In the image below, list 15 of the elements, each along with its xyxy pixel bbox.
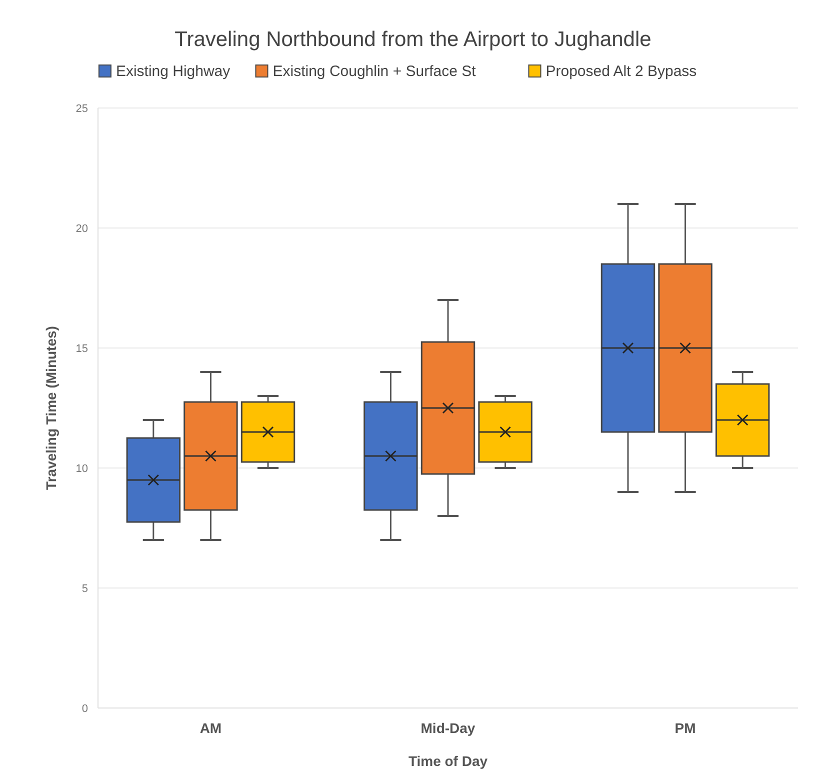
y-tick-label: 10 <box>76 463 88 475</box>
x-tick-label: Mid-Day <box>420 720 476 736</box>
y-tick-label: 15 <box>76 343 88 355</box>
x-tick-label: AM <box>200 720 222 736</box>
x-tick-label: PM <box>674 720 696 736</box>
legend-label: Proposed Alt 2 Bypass <box>546 63 697 80</box>
x-axis-title: Time of Day <box>408 753 488 769</box>
y-tick-label: 5 <box>82 583 88 595</box>
legend-label: Existing Highway <box>116 63 231 80</box>
legend-label: Existing Coughlin + Surface St <box>272 63 477 80</box>
y-tick-label: 25 <box>76 103 88 115</box>
y-axis-title: Traveling Time (Minutes) <box>43 326 59 490</box>
y-tick-label: 20 <box>76 223 88 235</box>
chart-title: Traveling Northbound from the Airport to Jughandle <box>174 28 652 51</box>
y-tick-label: 0 <box>82 703 88 715</box>
